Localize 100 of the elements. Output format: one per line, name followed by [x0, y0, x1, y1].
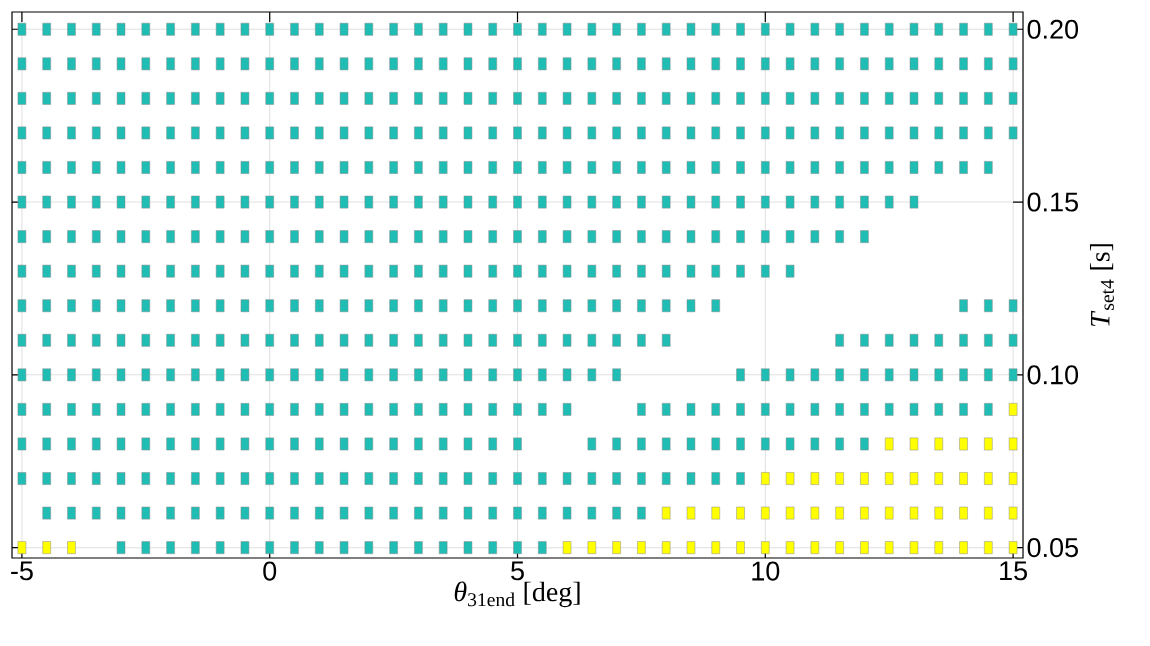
point [909, 403, 919, 416]
point [240, 368, 250, 382]
point [463, 368, 473, 382]
point [909, 506, 919, 520]
point [1008, 92, 1018, 105]
point [884, 437, 894, 451]
point [17, 92, 27, 105]
point [141, 541, 151, 554]
point [587, 506, 597, 520]
point [562, 541, 572, 554]
point [562, 403, 572, 416]
point [463, 126, 473, 140]
point [141, 195, 151, 209]
point [339, 506, 349, 520]
y-tick-label: 0.10 [1027, 365, 1079, 385]
point [909, 57, 919, 71]
point [364, 126, 374, 140]
point [339, 541, 349, 554]
point [339, 333, 349, 347]
point [909, 92, 919, 105]
point [661, 126, 671, 140]
x-axis-title: θ$_{31end}$ [deg] [454, 581, 580, 608]
point [116, 22, 126, 36]
point [339, 299, 349, 313]
point [810, 126, 820, 140]
point [562, 368, 572, 382]
point [215, 299, 225, 313]
point [463, 22, 473, 36]
point [884, 403, 894, 416]
point [339, 57, 349, 71]
point [215, 195, 225, 209]
point [686, 472, 696, 485]
point [785, 92, 795, 105]
point [240, 472, 250, 485]
point [116, 195, 126, 209]
point [438, 92, 448, 105]
point [810, 541, 820, 554]
point [141, 22, 151, 36]
point [909, 195, 919, 209]
point [463, 195, 473, 209]
point [364, 403, 374, 416]
point [240, 333, 250, 347]
point [240, 264, 250, 278]
point [909, 541, 919, 554]
point [785, 437, 795, 451]
point [141, 57, 151, 71]
point [884, 161, 894, 174]
point [17, 195, 27, 209]
point [686, 126, 696, 140]
point [438, 195, 448, 209]
point [463, 541, 473, 554]
point [339, 195, 349, 209]
point [463, 161, 473, 174]
point [463, 506, 473, 520]
point [215, 230, 225, 243]
point [587, 57, 597, 71]
point [364, 22, 374, 36]
point [661, 541, 671, 554]
point [364, 57, 374, 71]
point [562, 264, 572, 278]
point [364, 264, 374, 278]
point [339, 472, 349, 485]
point [934, 541, 944, 554]
point [884, 195, 894, 209]
point [884, 333, 894, 347]
point [463, 472, 473, 485]
point [438, 126, 448, 140]
point [934, 437, 944, 451]
point [785, 126, 795, 140]
point [240, 161, 250, 174]
point [909, 368, 919, 382]
point [116, 299, 126, 313]
point [17, 403, 27, 416]
point [339, 22, 349, 36]
y-tick-label: 0.05 [1027, 538, 1078, 558]
point [1008, 472, 1018, 485]
point [587, 472, 597, 485]
point [141, 472, 151, 485]
point [215, 92, 225, 105]
point [785, 403, 795, 416]
point [438, 506, 448, 520]
point [116, 333, 126, 347]
point [240, 92, 250, 105]
point [810, 506, 820, 520]
point [661, 472, 671, 485]
point [240, 506, 250, 520]
point [463, 92, 473, 105]
point [587, 126, 597, 140]
point [240, 195, 250, 209]
point [215, 403, 225, 416]
y-axis-title: T$_{set4}$ [s] [1089, 244, 1114, 327]
point [141, 506, 151, 520]
point [17, 161, 27, 174]
point [364, 368, 374, 382]
point [240, 299, 250, 313]
point [1008, 541, 1018, 554]
point [1008, 126, 1018, 140]
point [141, 299, 151, 313]
point [686, 506, 696, 520]
point [884, 541, 894, 554]
